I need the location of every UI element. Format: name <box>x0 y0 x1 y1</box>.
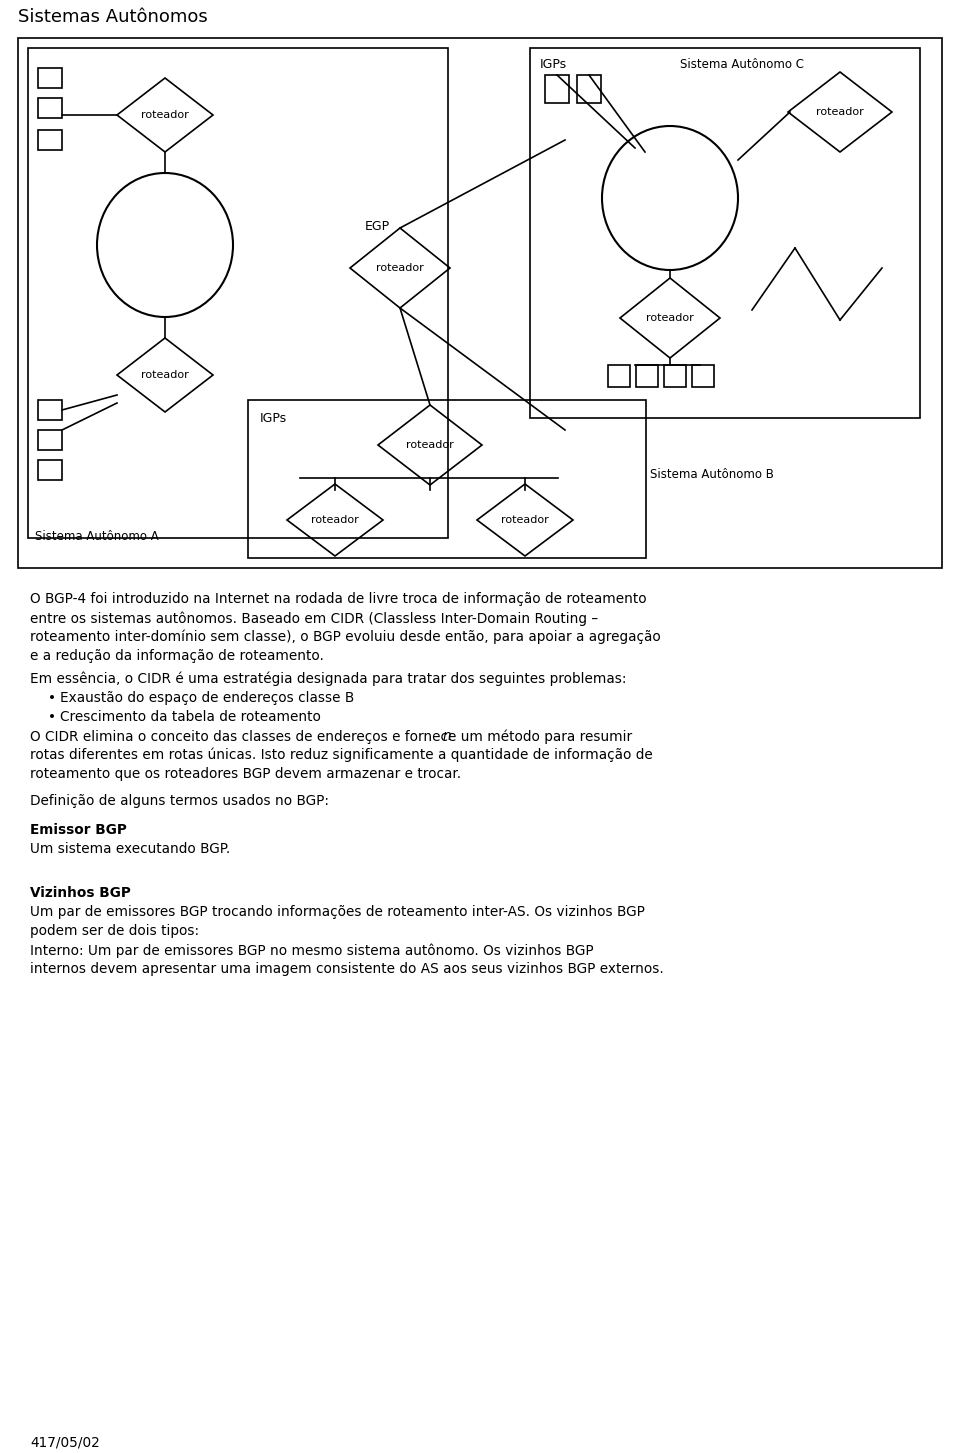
Text: Sistema Autônomo C: Sistema Autônomo C <box>680 58 804 71</box>
Bar <box>38 400 62 420</box>
Text: Exaustão do espaço de endereços classe B: Exaustão do espaço de endereços classe B <box>60 692 354 705</box>
Bar <box>577 76 601 103</box>
Bar <box>38 97 62 118</box>
Text: Sistema Autônomo A: Sistema Autônomo A <box>35 530 158 543</box>
Text: roteador: roteador <box>376 263 424 273</box>
Text: n: n <box>443 729 451 742</box>
Bar <box>636 365 658 386</box>
Text: •: • <box>48 711 56 724</box>
Text: roteamento que os roteadores BGP devem armazenar e trocar.: roteamento que os roteadores BGP devem a… <box>30 767 461 782</box>
Text: Sistemas Autônomos: Sistemas Autônomos <box>18 9 207 26</box>
Text: Crescimento da tabela de roteamento: Crescimento da tabela de roteamento <box>60 711 321 724</box>
Text: roteador: roteador <box>141 110 189 121</box>
Text: IGPs: IGPs <box>260 413 287 424</box>
Text: Emissor BGP: Emissor BGP <box>30 822 127 837</box>
Text: roteador: roteador <box>311 514 359 525</box>
Text: internos devem apresentar uma imagem consistente do AS aos seus vizinhos BGP ext: internos devem apresentar uma imagem con… <box>30 962 663 976</box>
Bar <box>664 365 686 386</box>
Text: e a redução da informação de roteamento.: e a redução da informação de roteamento. <box>30 649 324 663</box>
Text: O CIDR elimina o conceito das classes de endereços e fornece um método para resu: O CIDR elimina o conceito das classes de… <box>30 729 636 744</box>
Bar <box>38 430 62 450</box>
Bar <box>18 38 942 568</box>
Bar <box>248 400 646 558</box>
Text: Vizinhos BGP: Vizinhos BGP <box>30 886 131 899</box>
Text: roteador: roteador <box>141 371 189 381</box>
Text: •: • <box>48 692 56 705</box>
Text: podem ser de dois tipos:: podem ser de dois tipos: <box>30 924 199 939</box>
Text: IGPs: IGPs <box>540 58 567 71</box>
Text: roteador: roteador <box>816 108 864 118</box>
Bar <box>530 48 920 418</box>
Text: Em essência, o CIDR é uma estratégia designada para tratar dos seguintes problem: Em essência, o CIDR é uma estratégia des… <box>30 671 627 686</box>
Bar <box>692 365 714 386</box>
Bar <box>608 365 630 386</box>
Text: Definição de alguns termos usados no BGP:: Definição de alguns termos usados no BGP… <box>30 793 329 808</box>
Bar <box>38 461 62 479</box>
Text: roteador: roteador <box>406 440 454 450</box>
Text: roteador: roteador <box>501 514 549 525</box>
Text: rotas diferentes em rotas únicas. Isto reduz significamente a quantidade de info: rotas diferentes em rotas únicas. Isto r… <box>30 748 653 763</box>
Bar <box>38 68 62 89</box>
Text: 417/05/02: 417/05/02 <box>30 1436 100 1449</box>
Bar <box>28 48 448 538</box>
Text: roteador: roteador <box>646 312 694 323</box>
Text: O BGP-4 foi introduzido na Internet na rodada de livre troca de informação de ro: O BGP-4 foi introduzido na Internet na r… <box>30 591 647 606</box>
Bar <box>545 76 569 103</box>
Text: Sistema Autônomo B: Sistema Autônomo B <box>650 468 774 481</box>
Text: EGP: EGP <box>365 219 390 232</box>
Text: Um sistema executando BGP.: Um sistema executando BGP. <box>30 841 230 856</box>
Text: Um par de emissores BGP trocando informações de roteamento inter-AS. Os vizinhos: Um par de emissores BGP trocando informa… <box>30 905 645 918</box>
Bar <box>38 129 62 150</box>
Text: roteamento inter-domínio sem classe), o BGP evoluiu desde então, para apoiar a a: roteamento inter-domínio sem classe), o … <box>30 631 660 645</box>
Text: Interno: Um par de emissores BGP no mesmo sistema autônomo. Os vizinhos BGP: Interno: Um par de emissores BGP no mesm… <box>30 943 593 958</box>
Text: entre os sistemas autônomos. Baseado em CIDR (Classless Inter-Domain Routing –: entre os sistemas autônomos. Baseado em … <box>30 612 598 625</box>
